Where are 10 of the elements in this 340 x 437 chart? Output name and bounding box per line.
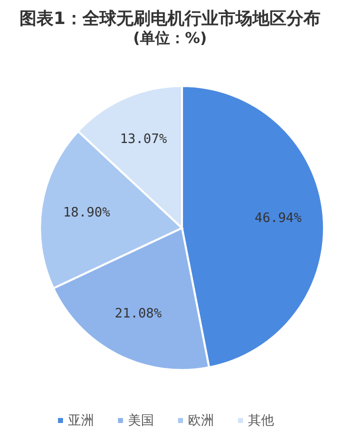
legend-label: 美国 [128,412,154,428]
data-label: 46.94% [254,211,302,226]
chart-subtitle: (单位：%) [133,29,207,47]
legend-label: 亚洲 [68,414,94,428]
data-label: 13.07% [120,132,168,147]
chart-title: 图表1：全球无刷电机行业市场地区分布 [20,9,320,29]
data-label: 21.08% [114,306,162,322]
legend-label: 其他 [248,414,274,428]
legend-label: 欧洲 [188,414,214,428]
data-label: 18.90% [63,206,110,221]
